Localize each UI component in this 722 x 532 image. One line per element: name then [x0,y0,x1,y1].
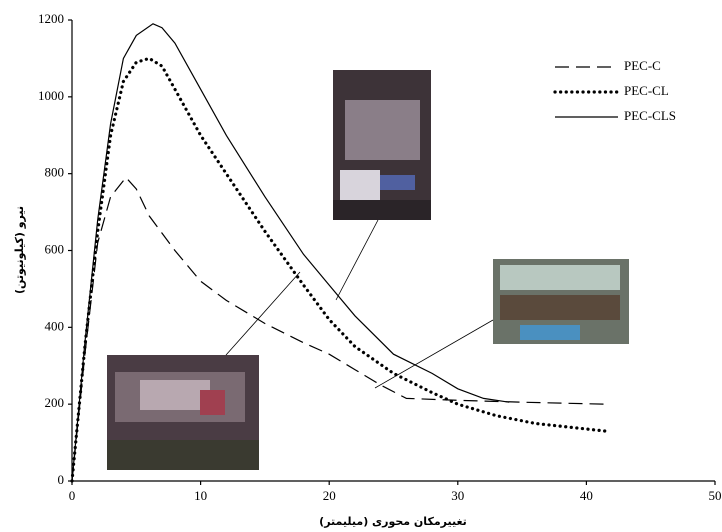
leader-line [336,220,378,300]
photo-right [493,259,629,344]
legend-label: PEC-C [624,58,661,73]
y-tick-label: 600 [45,241,65,256]
x-tick-label: 40 [580,488,593,503]
page: تغییرمکان محوری (میلیمتر) نیرو (کیلونیوت… [0,0,722,532]
photo-top [333,70,431,220]
y-tick-label: 800 [45,165,65,180]
x-tick-label: 20 [323,488,336,503]
legend-label: PEC-CL [624,83,669,98]
y-tick-label: 0 [58,472,65,487]
legend-label: PEC-CLS [624,108,676,123]
leader-line [226,272,300,355]
y-tick-label: 1200 [38,11,64,26]
leader-lines [226,220,493,388]
y-tick-label: 1000 [38,88,64,103]
photo-left [107,355,259,470]
x-axis-label: تغییرمکان محوری (میلیمتر) [319,515,467,528]
y-axis-label: نیرو (کیلونیوتن) [13,206,26,294]
x-tick-label: 30 [451,488,464,503]
y-tick-label: 200 [45,395,65,410]
chart: تغییرمکان محوری (میلیمتر) نیرو (کیلونیوت… [0,0,722,532]
x-tick-label: 50 [709,488,722,503]
y-tick-label: 400 [45,318,65,333]
x-tick-label: 10 [194,488,207,503]
x-tick-label: 0 [69,488,76,503]
